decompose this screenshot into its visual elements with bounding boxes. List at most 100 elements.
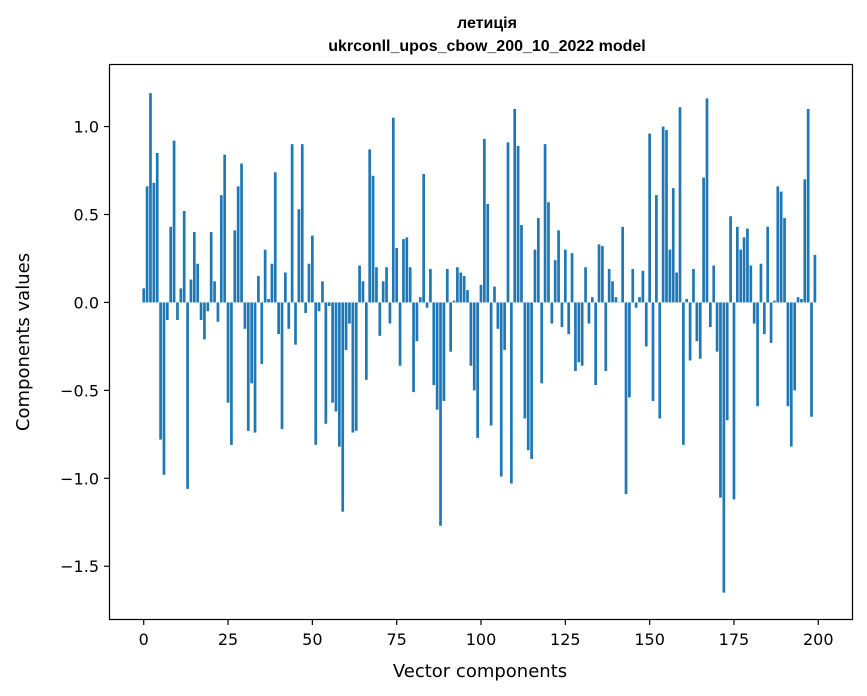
bar xyxy=(688,302,692,361)
bar xyxy=(263,249,267,303)
bar xyxy=(661,126,665,303)
bar xyxy=(226,302,230,403)
bar xyxy=(776,186,780,303)
bar xyxy=(607,269,611,303)
bar xyxy=(206,302,210,312)
bar xyxy=(395,247,399,303)
x-axis: 0 25 50 75 100 125 150 175 200 xyxy=(139,619,834,649)
bar xyxy=(806,108,810,303)
bar xyxy=(773,300,776,303)
y-tick-label: 1.0 xyxy=(74,118,99,137)
bar xyxy=(314,302,318,445)
bar xyxy=(338,302,341,447)
bar xyxy=(601,246,604,303)
y-axis: −1.5 −1.0 −0.5 0.0 0.5 1.0 xyxy=(60,118,110,576)
y-tick-label: −1.5 xyxy=(60,557,99,576)
bar xyxy=(692,269,695,303)
bar-series xyxy=(142,93,817,593)
bar xyxy=(418,297,422,303)
bar xyxy=(779,191,783,303)
bar xyxy=(186,302,189,489)
bar xyxy=(388,302,392,324)
bar xyxy=(358,265,361,303)
bar xyxy=(496,302,500,329)
bar xyxy=(469,302,473,366)
bar xyxy=(628,302,631,398)
bar xyxy=(321,281,324,303)
bar xyxy=(553,260,557,303)
bar xyxy=(668,249,672,303)
bar xyxy=(752,302,756,324)
x-tick-label: 75 xyxy=(387,630,407,649)
bar xyxy=(590,297,594,303)
bar xyxy=(304,302,307,313)
bar xyxy=(783,218,786,303)
bar xyxy=(442,302,446,401)
bar xyxy=(584,267,587,303)
x-tick-label: 125 xyxy=(550,630,581,649)
bar xyxy=(466,290,469,303)
bar xyxy=(142,288,146,303)
bar xyxy=(638,297,641,303)
bar xyxy=(182,210,186,303)
bar xyxy=(253,302,257,433)
bar xyxy=(577,302,581,363)
bar xyxy=(391,117,395,303)
bar xyxy=(385,267,388,303)
bar xyxy=(257,276,260,303)
bar xyxy=(735,226,739,303)
bar xyxy=(415,302,419,342)
bar xyxy=(621,226,625,303)
bar xyxy=(769,302,773,343)
bar xyxy=(547,202,550,303)
bar xyxy=(540,302,544,384)
bar xyxy=(270,263,274,303)
bar xyxy=(243,302,247,329)
chart-subtitle: ukrconll_upos_cbow_200_10_2022 model xyxy=(328,38,645,55)
bar xyxy=(712,265,716,303)
bar xyxy=(449,302,452,352)
bar xyxy=(456,267,459,303)
bar xyxy=(196,263,200,303)
bar xyxy=(813,254,817,303)
bar xyxy=(280,302,284,430)
bar xyxy=(644,302,648,347)
bar xyxy=(344,302,348,350)
bar xyxy=(273,172,277,303)
bar xyxy=(152,182,156,303)
bar xyxy=(489,302,493,426)
bar xyxy=(412,302,415,393)
bar xyxy=(493,286,496,303)
bar xyxy=(796,297,800,303)
bar xyxy=(348,302,351,324)
bar xyxy=(327,302,331,306)
bar xyxy=(483,138,486,303)
bar xyxy=(422,174,426,303)
bar xyxy=(145,186,149,303)
y-tick-label: 0.5 xyxy=(74,205,99,224)
bar xyxy=(631,269,635,303)
bar xyxy=(560,302,564,328)
bar xyxy=(742,237,746,303)
bar xyxy=(580,302,584,366)
bar xyxy=(513,108,517,303)
bar xyxy=(189,279,193,303)
bar xyxy=(587,302,591,324)
y-tick-label: 0.0 xyxy=(74,293,99,312)
bar xyxy=(800,298,803,303)
bar xyxy=(762,302,766,335)
bar xyxy=(641,270,645,303)
bar xyxy=(368,149,372,303)
bar xyxy=(381,281,385,303)
bar xyxy=(462,276,466,303)
bar xyxy=(719,302,722,498)
bar xyxy=(361,281,365,303)
bar xyxy=(472,302,476,391)
bar xyxy=(300,144,304,303)
x-tick-label: 100 xyxy=(466,630,497,649)
bar xyxy=(408,267,412,303)
bar xyxy=(203,302,206,340)
bar xyxy=(685,298,689,303)
y-axis-label: Components values xyxy=(13,253,34,431)
bar xyxy=(351,302,355,433)
